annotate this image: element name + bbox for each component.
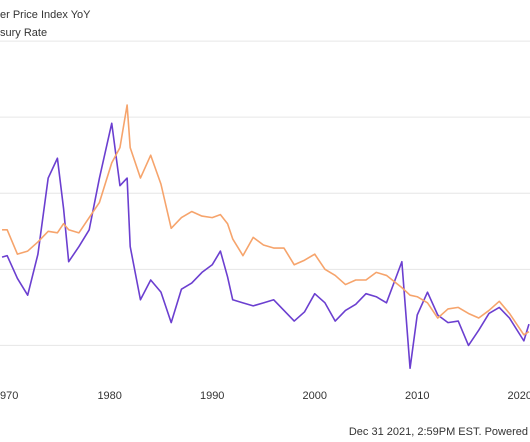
series-line xyxy=(2,104,530,336)
x-tick-label: 2000 xyxy=(302,390,326,402)
legend-label: sury Rate xyxy=(0,27,47,39)
x-tick-label: 1980 xyxy=(97,390,121,402)
series-line xyxy=(1,122,530,370)
legend-label: er Price Index YoY xyxy=(0,9,91,21)
x-tick-label: 970 xyxy=(0,390,18,402)
x-tick-label: 2020 xyxy=(508,390,530,402)
x-tick-label: 1990 xyxy=(200,390,224,402)
x-tick-label: 2010 xyxy=(405,390,429,402)
footer: Dec 31 2021, 2:59PM EST. Powered xyxy=(349,426,528,438)
